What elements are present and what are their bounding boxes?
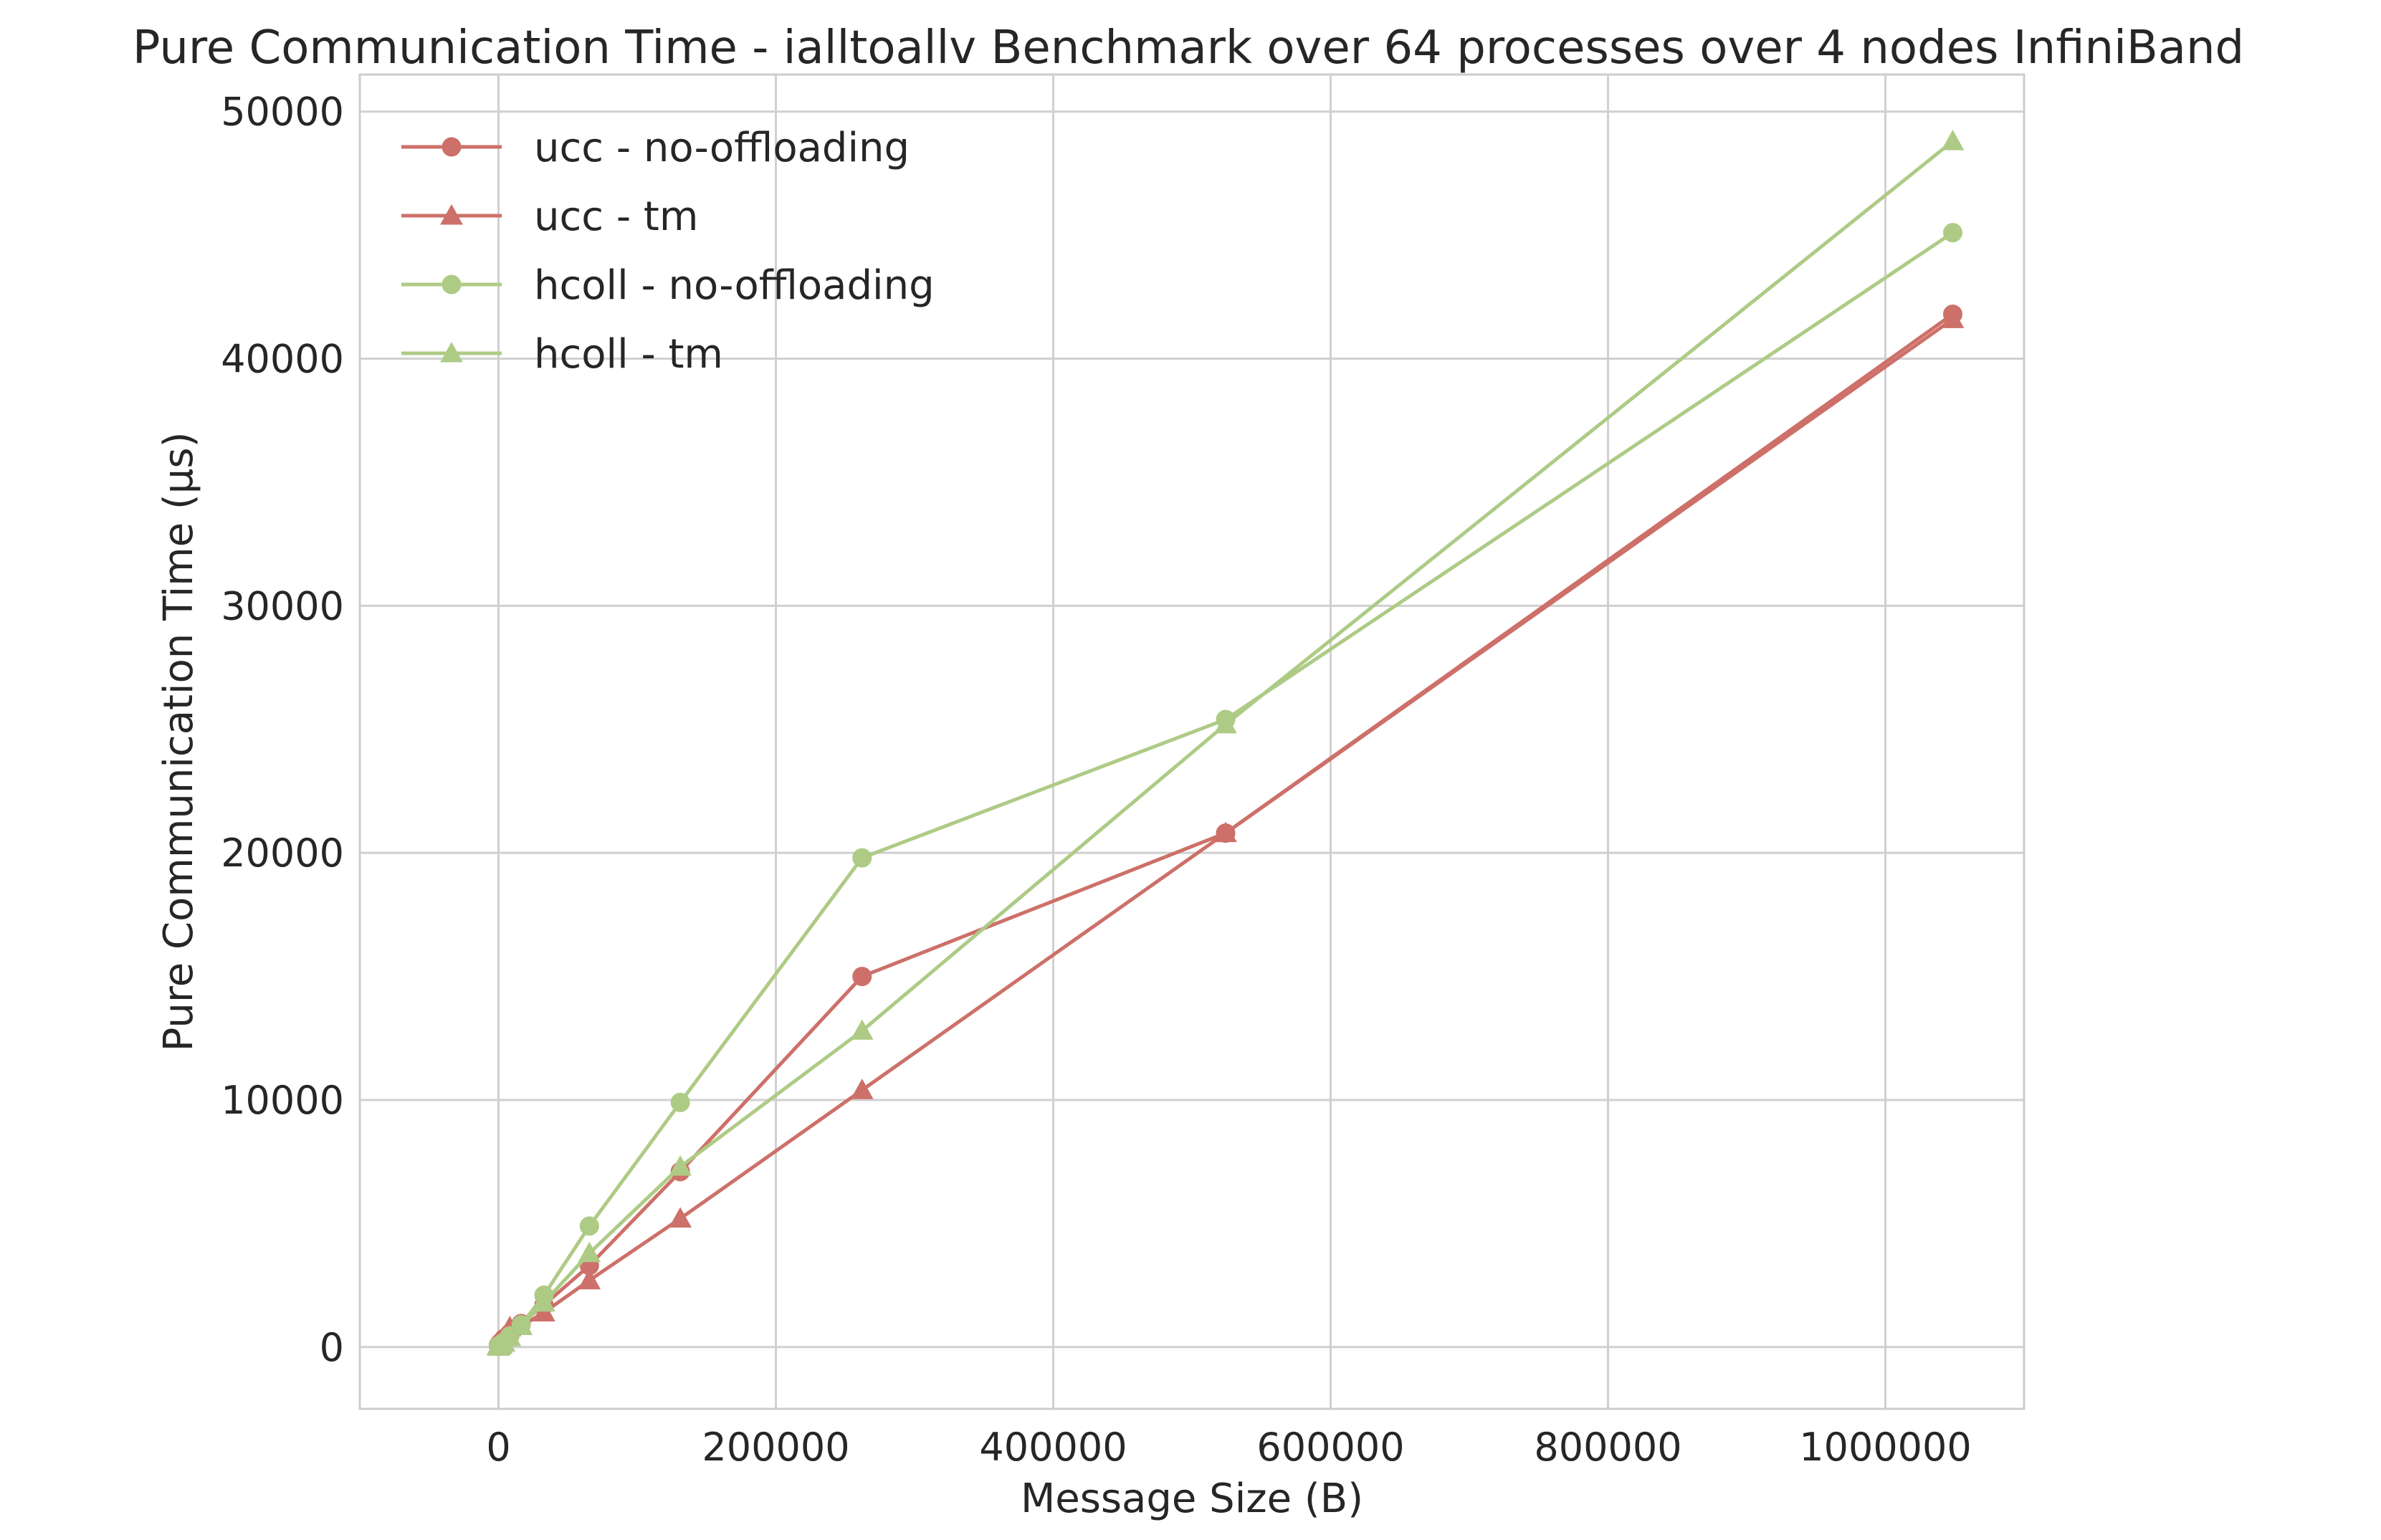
legend-entry: hcoll - tm (401, 331, 723, 378)
data-point (669, 1207, 692, 1228)
data-point (850, 1019, 874, 1040)
y-tick-label: 40000 (221, 337, 344, 382)
data-point (852, 848, 872, 868)
data-point (1941, 307, 1965, 328)
legend-label: ucc - no-offloading (534, 125, 910, 171)
legend-marker (440, 341, 463, 363)
chart-title: Pure Communication Time - ialltoallv Ben… (133, 21, 2244, 75)
x-axis-label: Message Size (B) (1021, 1476, 1363, 1522)
data-point (1941, 130, 1965, 150)
x-tick-label: 600000 (1256, 1425, 1404, 1470)
data-point (578, 1268, 601, 1290)
grid (360, 75, 2024, 1409)
legend-marker (442, 274, 462, 295)
x-tick-label: 200000 (702, 1425, 849, 1470)
x-tick-labels: 0 200000 400000 600000 800000 1000000 (486, 1425, 1971, 1470)
x-tick-label: 800000 (1534, 1425, 1681, 1470)
y-axis-label: Pure Communication Time (μs) (156, 432, 202, 1052)
data-point (498, 1325, 522, 1347)
y-tick-label: 0 (320, 1325, 344, 1370)
x-tick-label: 0 (486, 1425, 510, 1470)
plot-frame (358, 73, 2025, 1410)
data-point (579, 1216, 599, 1236)
data-point (1942, 223, 1962, 243)
data-point (670, 1092, 690, 1112)
y-tick-label: 30000 (221, 583, 344, 628)
data-point (669, 1155, 692, 1176)
series-2 (489, 223, 1962, 1357)
legend-label: hcoll - no-offloading (534, 262, 935, 309)
data-point (1214, 712, 1237, 734)
data-point (578, 1241, 601, 1263)
series-line (497, 140, 1955, 1349)
y-tick-label: 20000 (221, 831, 344, 876)
legend-entry: ucc - tm (401, 193, 698, 240)
data-point (852, 967, 872, 987)
data-point (1214, 821, 1237, 843)
x-tick-label: 1000000 (1799, 1425, 1972, 1470)
data-point (850, 1079, 874, 1099)
legend-marker (442, 137, 462, 157)
legend-marker (440, 204, 463, 225)
series-layer (487, 130, 1965, 1357)
series-line (497, 231, 1954, 1349)
data-point (510, 1314, 533, 1335)
y-tick-label: 10000 (221, 1078, 344, 1123)
y-tick-label: 50000 (221, 90, 344, 135)
y-tick-labels: 0 10000 20000 30000 40000 50000 (221, 90, 344, 1370)
legend-entry: hcoll - no-offloading (401, 262, 935, 309)
legend-label: hcoll - tm (534, 331, 723, 378)
legend-entry: ucc - no-offloading (401, 125, 910, 171)
series-3 (487, 130, 1965, 1356)
legend-label: ucc - tm (534, 193, 698, 240)
x-tick-label: 400000 (979, 1425, 1127, 1470)
legend: ucc - no-offloading ucc - tm hcoll - no-of… (401, 125, 935, 378)
data-point (533, 1291, 555, 1312)
